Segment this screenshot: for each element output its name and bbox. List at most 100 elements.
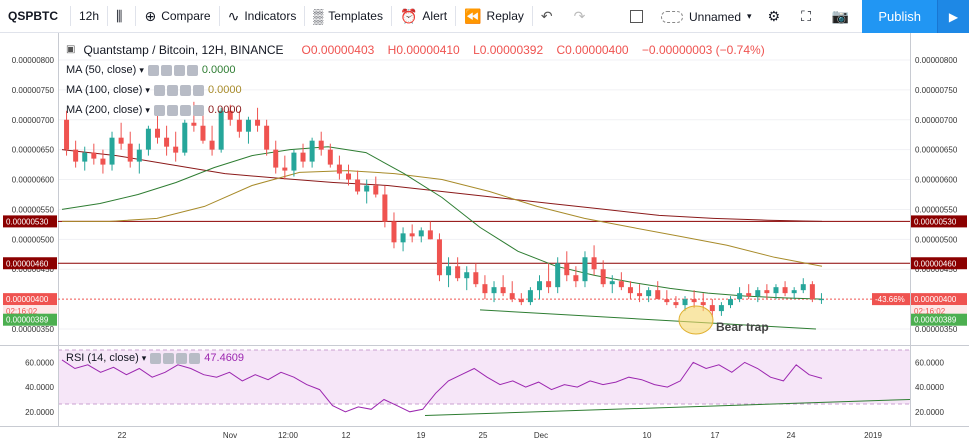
- snapshot-button[interactable]: 📷: [824, 0, 862, 33]
- close-icon[interactable]: [192, 104, 204, 116]
- candle-body[interactable]: [518, 299, 524, 303]
- candle-body[interactable]: [464, 272, 470, 279]
- candle-body[interactable]: [782, 287, 788, 294]
- candle-body[interactable]: [427, 230, 433, 240]
- ma200-controls[interactable]: [153, 104, 204, 116]
- gear-icon[interactable]: [166, 104, 178, 116]
- chart-area[interactable]: 0.00000800 0.00000800 0.00000750 0.00000750…: [0, 33, 969, 442]
- close-icon[interactable]: [192, 84, 204, 96]
- candle-body[interactable]: [773, 287, 779, 294]
- candle-body[interactable]: [336, 164, 342, 174]
- candle-body[interactable]: [755, 290, 761, 297]
- ma50-controls[interactable]: [147, 64, 198, 76]
- candle-body[interactable]: [564, 263, 570, 276]
- candle-body[interactable]: [646, 290, 652, 297]
- chevron-down-icon[interactable]: ▾: [145, 85, 150, 95]
- candle-body[interactable]: [182, 122, 188, 153]
- candle-body[interactable]: [282, 167, 288, 171]
- candle-body[interactable]: [582, 257, 588, 282]
- candle-body[interactable]: [255, 119, 261, 126]
- ma50-line[interactable]: [61, 146, 823, 300]
- templates-button[interactable]: ▒ Templates: [305, 0, 391, 33]
- candle-body[interactable]: [409, 233, 415, 237]
- rsi-trendline[interactable]: [424, 398, 911, 417]
- eye-icon[interactable]: [147, 64, 159, 76]
- candle-body[interactable]: [482, 284, 488, 294]
- chevron-down-icon[interactable]: ▾: [141, 352, 147, 363]
- close-icon[interactable]: [189, 352, 201, 364]
- candle-body[interactable]: [118, 137, 124, 144]
- gear-icon[interactable]: [160, 64, 172, 76]
- settings-button[interactable]: ⚙: [760, 0, 794, 33]
- candle-body[interactable]: [327, 149, 333, 165]
- gear-icon[interactable]: [166, 84, 178, 96]
- candle-body[interactable]: [300, 152, 306, 162]
- gear-icon[interactable]: [163, 352, 175, 364]
- candle-body[interactable]: [618, 281, 624, 288]
- bear-trap-marker[interactable]: [678, 305, 714, 335]
- candle-body[interactable]: [209, 140, 215, 150]
- candle-body[interactable]: [455, 266, 461, 279]
- candle-body[interactable]: [364, 185, 370, 192]
- rsi-legend[interactable]: RSI (14, close) ▾ 47.4609: [66, 350, 244, 366]
- undo-button[interactable]: ↶: [533, 0, 566, 33]
- candle-body[interactable]: [309, 140, 315, 162]
- fullscreen-button[interactable]: ⛶: [793, 0, 824, 33]
- redo-button[interactable]: ↷: [566, 0, 599, 33]
- select-checkbox[interactable]: [629, 10, 643, 23]
- legend-ma100[interactable]: MA (100, close) ▾ 0.0000: [66, 80, 765, 100]
- rsi-controls[interactable]: [150, 352, 201, 364]
- candle-body[interactable]: [727, 299, 734, 306]
- ma100-controls[interactable]: [153, 84, 204, 96]
- candle-body[interactable]: [227, 110, 233, 120]
- legend-ma200[interactable]: MA (200, close) ▾ 0.0000: [66, 100, 765, 120]
- candle-body[interactable]: [527, 290, 533, 303]
- candle-body[interactable]: [145, 128, 151, 150]
- ma100-line[interactable]: [62, 170, 823, 267]
- candle-body[interactable]: [418, 230, 424, 237]
- chart-style-button[interactable]: ⫼: [108, 0, 135, 33]
- candle-body[interactable]: [373, 185, 379, 195]
- eye-icon[interactable]: [153, 104, 165, 116]
- candle-body[interactable]: [536, 281, 543, 291]
- candle-body[interactable]: [673, 302, 679, 306]
- candle-body[interactable]: [127, 143, 133, 162]
- chevron-down-icon[interactable]: ▾: [139, 65, 144, 75]
- candle-body[interactable]: [164, 137, 170, 147]
- candle-body[interactable]: [818, 299, 824, 301]
- candle-body[interactable]: [273, 149, 279, 168]
- candle-body[interactable]: [355, 179, 361, 192]
- indicators-button[interactable]: ∿ Indicators: [220, 0, 305, 33]
- candle-body[interactable]: [491, 287, 497, 294]
- candle-body[interactable]: [700, 302, 706, 306]
- interval-button[interactable]: 12h: [79, 9, 100, 23]
- candle-body[interactable]: [318, 140, 324, 150]
- candle-body[interactable]: [173, 146, 179, 153]
- replay-button[interactable]: ⏪ Replay: [456, 0, 532, 33]
- candle-body[interactable]: [136, 149, 142, 162]
- plus-icon[interactable]: [179, 84, 191, 96]
- candle-body[interactable]: [264, 125, 270, 150]
- compare-button[interactable]: ⊕ Compare: [136, 0, 218, 33]
- eye-icon[interactable]: [153, 84, 165, 96]
- close-icon[interactable]: [186, 64, 198, 76]
- candle-body[interactable]: [809, 284, 815, 300]
- candle-body[interactable]: [555, 263, 561, 288]
- candle-body[interactable]: [473, 272, 479, 285]
- plus-icon[interactable]: [173, 64, 185, 76]
- plus-icon[interactable]: [179, 104, 191, 116]
- candle-body[interactable]: [600, 269, 606, 285]
- candle-body[interactable]: [382, 194, 388, 222]
- candle-body[interactable]: [573, 275, 579, 282]
- candle-body[interactable]: [245, 119, 251, 132]
- candle-body[interactable]: [609, 281, 615, 285]
- candle-body[interactable]: [691, 299, 697, 303]
- candle-body[interactable]: [627, 287, 633, 294]
- candle-body[interactable]: [400, 233, 406, 243]
- candle-body[interactable]: [218, 110, 224, 150]
- candle-body[interactable]: [291, 152, 297, 171]
- candle-body[interactable]: [764, 290, 770, 294]
- collapse-icon[interactable]: ▣: [66, 44, 76, 55]
- candle-body[interactable]: [500, 287, 506, 294]
- candles-layer[interactable]: [64, 101, 824, 318]
